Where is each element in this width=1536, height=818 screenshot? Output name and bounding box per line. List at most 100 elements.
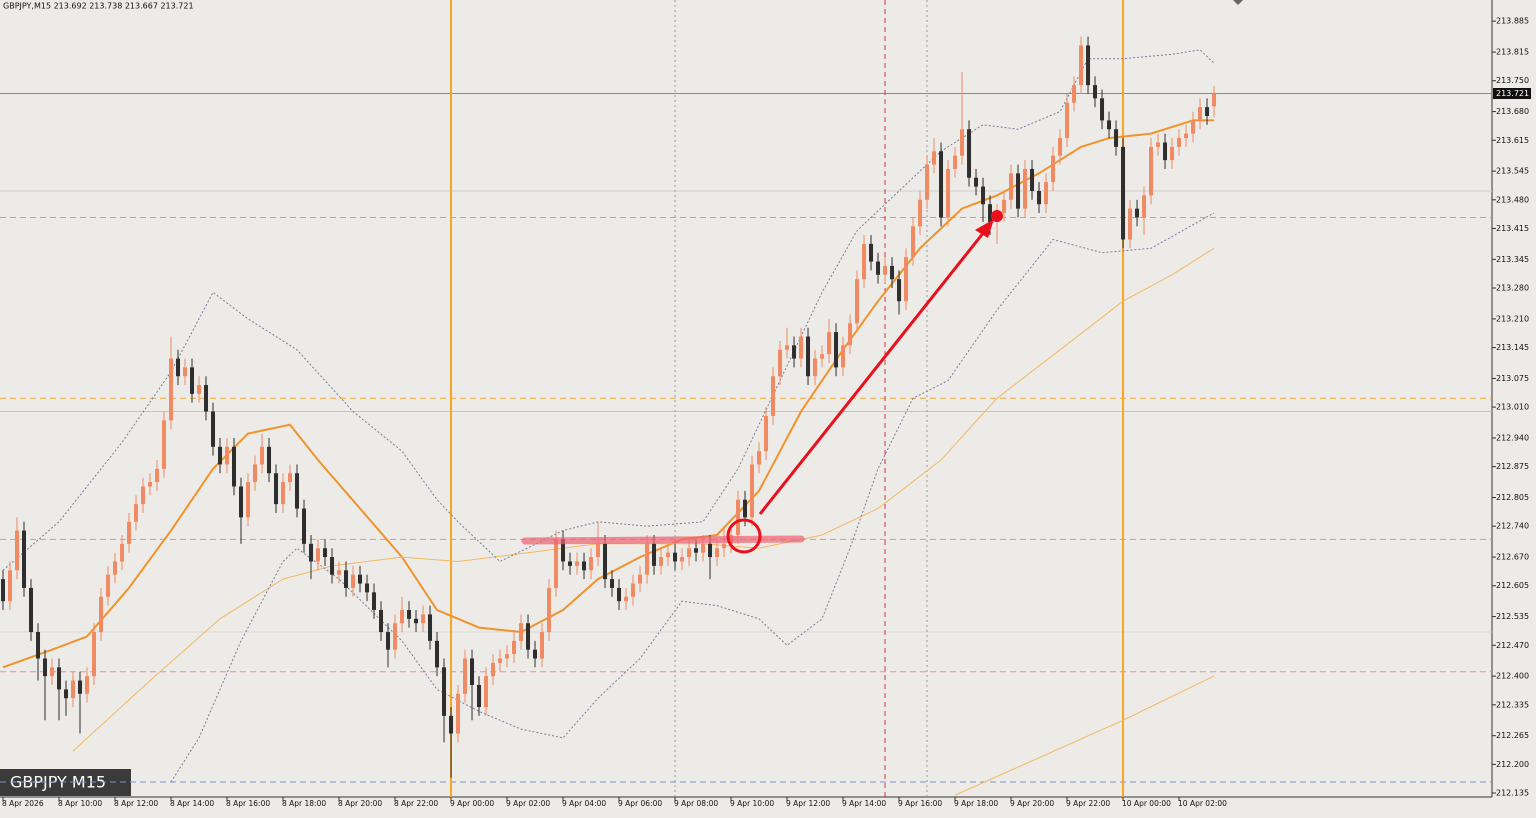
badge: GBPJPY M15 [10, 773, 106, 792]
candle-body [603, 543, 608, 580]
x-tick-label: 10 Apr 02:00 [1178, 799, 1227, 808]
candle-body [232, 446, 237, 487]
candle-body [680, 557, 685, 562]
candle-body [652, 543, 657, 566]
candle-body [568, 561, 573, 566]
y-tick-label: 213.815 [1496, 48, 1529, 57]
candle-body [610, 579, 615, 588]
candle-body [477, 684, 482, 708]
candle-body [1058, 138, 1063, 156]
candle-body [1086, 45, 1091, 86]
candle-body [820, 354, 825, 359]
annotation [521, 210, 1003, 554]
x-tick-label: 8 Apr 18:00 [282, 799, 326, 808]
y-tick-label: 212.265 [1496, 731, 1529, 740]
y-tick-label: 212.535 [1496, 612, 1529, 621]
x-tick-label: 9 Apr 18:00 [954, 799, 998, 808]
candle-body [407, 609, 412, 619]
candle-body [582, 561, 587, 571]
candle-body [1191, 120, 1196, 134]
candle-body [1079, 45, 1084, 86]
candle-body [792, 345, 797, 359]
candle-body [71, 680, 76, 699]
candle-body [554, 539, 559, 588]
x-tick-label: 8 Apr 22:00 [394, 799, 438, 808]
candle-body [631, 583, 636, 597]
candle-body [1149, 146, 1154, 196]
candle-body [393, 623, 398, 650]
x-tick-label: 9 Apr 14:00 [842, 799, 886, 808]
candle-body [918, 199, 923, 227]
candle-body [358, 574, 363, 584]
y-tick-label: 212.470 [1496, 641, 1529, 650]
candle-body [540, 632, 545, 659]
candle-body [365, 583, 370, 593]
candle-body [43, 658, 48, 677]
candle-body [281, 482, 286, 505]
candle-body [505, 654, 510, 659]
candle-body [169, 358, 174, 421]
candle-body [470, 658, 475, 685]
candle-body [834, 332, 839, 368]
candle-body [302, 508, 307, 544]
candle-body [645, 543, 650, 575]
candle-body [1205, 107, 1210, 116]
y-tick-label: 213.415 [1496, 224, 1529, 233]
candle-body [1030, 168, 1035, 191]
candle-body [561, 539, 566, 562]
candle-body [876, 261, 881, 275]
y-tick-label: 212.335 [1496, 700, 1529, 709]
last-price-label: 213.721 [1496, 89, 1529, 98]
x-tick-label: 9 Apr 02:00 [506, 799, 550, 808]
candle-body [162, 420, 167, 469]
x-tick-label: 8 Apr 2026 [2, 799, 44, 808]
x-tick-label: 9 Apr 10:00 [730, 799, 774, 808]
candle-body [869, 243, 874, 262]
candle-body [183, 367, 188, 377]
y-tick-label: 213.545 [1496, 167, 1529, 176]
candle-body [932, 151, 937, 165]
y-tick-label: 212.200 [1496, 760, 1529, 769]
candle-body [134, 504, 139, 522]
candle-body [1142, 195, 1147, 218]
candle-body [1135, 208, 1140, 218]
candle-body [1051, 155, 1056, 183]
candle-body [442, 667, 447, 716]
candle-body [1009, 173, 1014, 200]
candle-body [78, 680, 83, 694]
candle-body [106, 574, 111, 597]
candle-body [1065, 102, 1070, 139]
candle-body [309, 543, 314, 562]
candle-body [575, 561, 580, 566]
candle-body [421, 614, 426, 624]
x-tick-label: 9 Apr 08:00 [674, 799, 718, 808]
candle-body [624, 596, 629, 602]
candle-body [764, 415, 769, 452]
candle-body [435, 640, 440, 668]
candle-body [267, 446, 272, 474]
candle-body [351, 574, 356, 588]
candle-body [771, 376, 776, 416]
candle-body [218, 446, 223, 465]
candle-body [22, 530, 27, 588]
y-tick-label: 212.740 [1496, 522, 1529, 531]
candle-body [813, 358, 818, 377]
candle-body [274, 473, 279, 505]
candle-body [617, 587, 622, 602]
candle-body [197, 385, 202, 394]
candle-body [946, 168, 951, 218]
candle-body [1002, 199, 1007, 214]
candle-body [1114, 129, 1119, 147]
candle-body [694, 548, 699, 553]
y-tick-label: 213.345 [1496, 255, 1529, 264]
candle-body [428, 614, 433, 641]
candle-body [526, 623, 531, 650]
candle-body [967, 129, 972, 178]
x-tick-label: 9 Apr 20:00 [1010, 799, 1054, 808]
y-tick-label: 212.400 [1496, 672, 1529, 681]
candle-body [253, 464, 258, 483]
x-tick-label: 10 Apr 00:00 [1122, 799, 1171, 808]
candle-body [211, 411, 216, 447]
candle-body [204, 385, 209, 412]
candle-body [911, 226, 916, 258]
